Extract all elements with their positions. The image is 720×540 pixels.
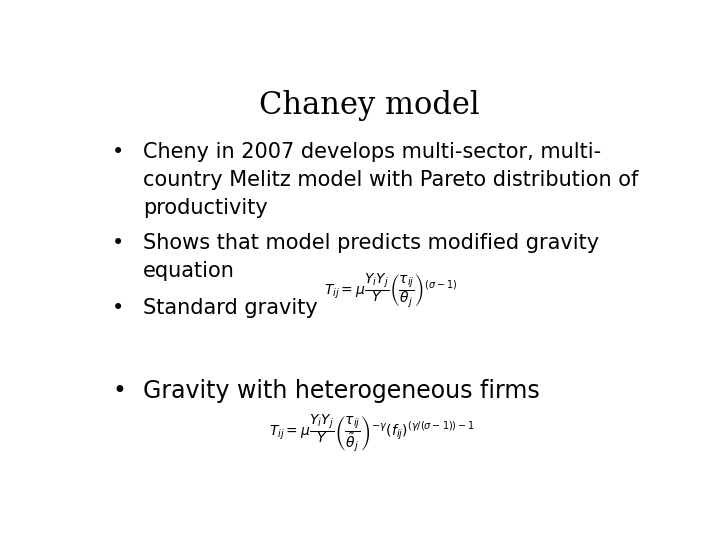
Text: •: • <box>112 141 125 161</box>
Text: $T_{ij} = \mu\dfrac{Y_i Y_j}{Y}\left(\dfrac{\tau_{ij}}{\theta_j}\right)^{(\sigma: $T_{ij} = \mu\dfrac{Y_i Y_j}{Y}\left(\df… <box>324 272 458 310</box>
Text: Shows that model predicts modified gravity
equation: Shows that model predicts modified gravi… <box>143 233 599 281</box>
Text: •: • <box>112 379 126 403</box>
Text: •: • <box>112 298 125 318</box>
Text: Gravity with heterogeneous firms: Gravity with heterogeneous firms <box>143 379 540 403</box>
Text: Standard gravity: Standard gravity <box>143 298 318 318</box>
Text: Chaney model: Chaney model <box>258 90 480 121</box>
Text: Cheny in 2007 develops multi-sector, multi-
country Melitz model with Pareto dis: Cheny in 2007 develops multi-sector, mul… <box>143 141 639 218</box>
Text: •: • <box>112 233 125 253</box>
Text: $T_{ij} = \mu\dfrac{Y_i Y_j}{Y}\left(\dfrac{\tau_{ij}}{\tilde{\theta}_j}\right)^: $T_{ij} = \mu\dfrac{Y_i Y_j}{Y}\left(\df… <box>269 412 474 454</box>
